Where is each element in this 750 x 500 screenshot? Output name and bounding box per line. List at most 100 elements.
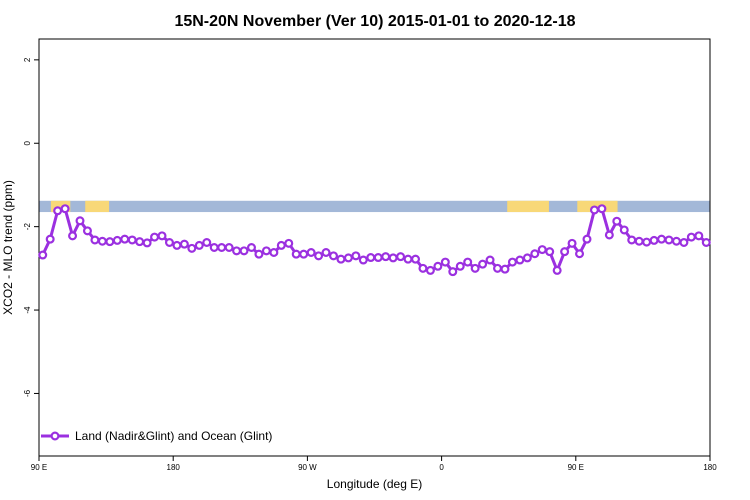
data-point [299, 249, 309, 259]
data-point [671, 236, 681, 246]
data-point [217, 243, 227, 253]
data-point [351, 251, 361, 261]
data-point [604, 230, 614, 240]
data-point [202, 237, 212, 247]
data-point [507, 257, 517, 267]
data-point [522, 253, 532, 263]
data-point [664, 235, 674, 245]
data-point [336, 254, 346, 264]
y-axis-ticks: 2 0 -2 -4 -6 [23, 57, 39, 397]
data-point [686, 232, 696, 242]
data-point [291, 249, 301, 259]
series-layer [38, 204, 711, 277]
x-tick-label: 90 E [568, 463, 584, 472]
data-point [209, 243, 219, 253]
data-point [582, 234, 592, 244]
data-point [306, 248, 316, 258]
data-point [150, 232, 160, 242]
data-point [68, 231, 78, 241]
data-point [321, 248, 331, 258]
data-point [314, 251, 324, 261]
data-point [194, 240, 204, 250]
axes-frame [38, 38, 711, 457]
plot-border [38, 38, 711, 457]
data-point [388, 253, 398, 263]
land-patch [507, 200, 549, 213]
data-point [485, 255, 495, 265]
data-point [127, 235, 137, 245]
data-point [642, 237, 652, 247]
data-point [396, 252, 406, 262]
y-axis-label: XCO2 - MLO trend (ppm) [1, 180, 15, 315]
y-tick-label: -6 [23, 389, 32, 397]
x-tick-label: 90 E [31, 463, 47, 472]
legend-marker-swatch [50, 431, 60, 441]
data-point [470, 263, 480, 273]
data-point [135, 237, 145, 247]
data-point [343, 253, 353, 263]
data-point [530, 249, 540, 259]
data-point [694, 231, 704, 241]
data-point [239, 246, 249, 256]
data-point [500, 264, 510, 274]
data-point [478, 259, 488, 269]
data-point [112, 235, 122, 245]
data-point [328, 251, 338, 261]
data-point [164, 237, 174, 247]
x-tick-label: 0 [439, 463, 444, 472]
data-point [187, 243, 197, 253]
y-tick-label: -4 [23, 306, 32, 314]
y-tick-label: 2 [23, 57, 32, 62]
data-point [254, 249, 264, 259]
data-point [493, 263, 503, 273]
data-point [157, 231, 167, 241]
data-point [60, 204, 70, 214]
data-point [246, 243, 256, 253]
land-patch [577, 200, 582, 213]
x-tick-label: 180 [703, 463, 717, 472]
data-point [284, 238, 294, 248]
data-point [627, 235, 637, 245]
land-mask-band [39, 200, 710, 213]
data-point [418, 263, 428, 273]
data-point [649, 235, 659, 245]
data-point [38, 250, 48, 260]
data-point [455, 261, 465, 271]
data-point [589, 205, 599, 215]
data-point [701, 237, 711, 247]
data-point [90, 235, 100, 245]
x-axis-label: Longitude (deg E) [327, 477, 422, 491]
data-point [448, 267, 458, 277]
data-point [45, 234, 55, 244]
data-point [261, 246, 271, 256]
data-point [612, 216, 622, 226]
data-point [425, 265, 435, 275]
data-point [232, 246, 242, 256]
land-patch [50, 200, 71, 213]
y-tick-label: 0 [23, 140, 32, 145]
data-point [373, 253, 383, 263]
data-point [53, 206, 63, 216]
land-patch [85, 200, 110, 213]
data-point [515, 255, 525, 265]
data-point [560, 247, 570, 257]
data-point [463, 257, 473, 267]
data-point [358, 255, 368, 265]
data-point [224, 243, 234, 253]
data-point [366, 253, 376, 263]
data-point [381, 252, 391, 262]
data-point [276, 240, 286, 250]
data-point [179, 239, 189, 249]
x-tick-label: 180 [167, 463, 181, 472]
data-point [172, 240, 182, 250]
legend: Land (Nadir&Glint) and Ocean (Glint) [41, 429, 272, 443]
data-point [269, 248, 279, 258]
chart-title: 15N-20N November (Ver 10) 2015-01-01 to … [174, 13, 575, 30]
data-point [403, 254, 413, 264]
data-point [537, 245, 547, 255]
data-point [75, 216, 85, 226]
data-point [567, 238, 577, 248]
y-tick-label: -2 [23, 223, 32, 231]
data-point [619, 225, 629, 235]
